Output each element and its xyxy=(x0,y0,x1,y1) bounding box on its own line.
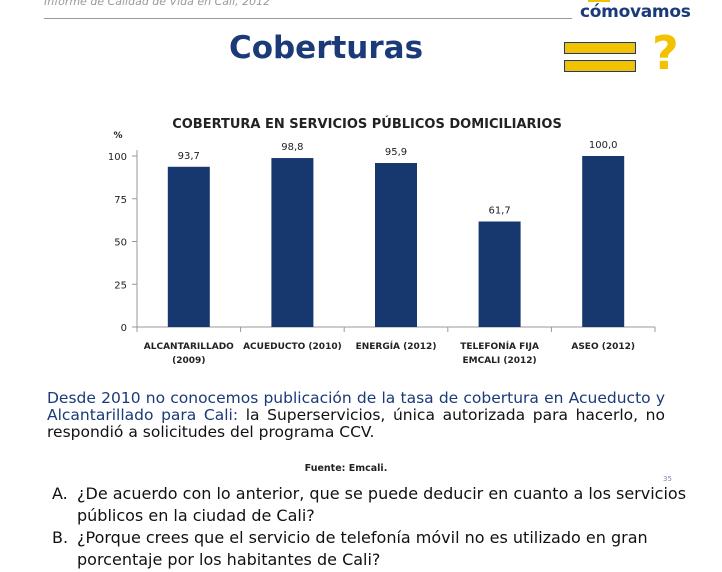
data-label: 93,7 xyxy=(178,151,200,162)
page-number: 35 xyxy=(663,475,672,483)
question-text: ¿De acuerdo con lo anterior, que se pued… xyxy=(77,484,687,525)
equals-bar-bottom xyxy=(564,60,636,72)
y-tick-label: 75 xyxy=(114,195,127,206)
category-label: TELEFONÍA FIJA xyxy=(460,340,539,352)
equals-icon xyxy=(564,42,636,75)
y-tick-label: 25 xyxy=(114,280,127,291)
chart-source: Fuente: Emcali. xyxy=(304,463,388,474)
category-label: ALCANTARILLADO xyxy=(144,342,234,352)
y-tick-label: 0 xyxy=(121,323,127,334)
header-divider xyxy=(44,18,572,19)
bar xyxy=(375,163,417,327)
bar xyxy=(582,156,625,327)
question-list: A. ¿De acuerdo con lo anterior, que se p… xyxy=(40,483,700,571)
question-item: A. ¿De acuerdo con lo anterior, que se p… xyxy=(40,483,700,527)
y-tick-label: 100 xyxy=(108,152,127,163)
question-mark-icon: ? xyxy=(652,26,679,80)
note-rest: la Superservicios, única autorizada para… xyxy=(47,406,665,441)
report-header: Informe de Calidad de Vida en Cali, 2012 xyxy=(44,0,271,8)
y-axis-label: % xyxy=(113,131,122,141)
note-highlight: Desde 2010 no conocemos publicación de l… xyxy=(47,389,665,424)
category-label: ACUEDUCTO (2010) xyxy=(243,342,342,352)
data-label: 98,8 xyxy=(281,142,303,153)
category-label: ENERGÍA (2012) xyxy=(356,340,437,352)
question-letter: B. xyxy=(52,528,69,547)
data-label: 95,9 xyxy=(385,147,407,158)
question-letter: A. xyxy=(52,484,68,503)
category-label: EMCALI (2012) xyxy=(463,356,537,366)
bar xyxy=(271,158,314,327)
y-tick-label: 50 xyxy=(114,238,127,249)
coverage-bar-chart: COBERTURA EN SERVICIOS PÚBLICOS DOMICILI… xyxy=(108,116,656,366)
category-label: (2009) xyxy=(172,356,205,366)
data-label: 100,0 xyxy=(589,140,618,151)
equals-bar-top xyxy=(564,42,636,54)
slide-title: Coberturas xyxy=(228,30,424,66)
bar xyxy=(478,221,521,327)
brand-logo: cómovamos xyxy=(580,2,691,22)
coverage-note: Desde 2010 no conocemos publicación de l… xyxy=(47,390,665,441)
category-label: ASEO (2012) xyxy=(571,342,635,352)
question-text: ¿Porque crees que el servicio de telefon… xyxy=(77,528,648,569)
chart-title: COBERTURA EN SERVICIOS PÚBLICOS DOMICILI… xyxy=(172,116,562,132)
brand-logo-mark xyxy=(588,0,610,2)
data-label: 61,7 xyxy=(488,205,510,216)
bar xyxy=(167,166,210,327)
question-item: B. ¿Porque crees que el servicio de tele… xyxy=(40,527,700,571)
